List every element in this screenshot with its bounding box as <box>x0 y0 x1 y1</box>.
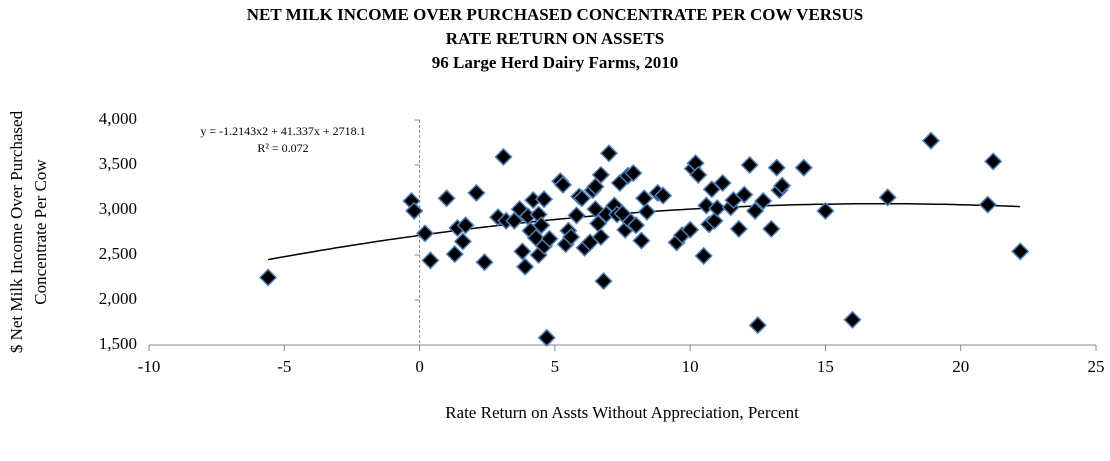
data-point <box>754 191 773 211</box>
data-point <box>681 220 700 239</box>
equation-box <box>160 123 406 159</box>
y-tick-label: 4,000 <box>99 109 137 128</box>
x-tick-label: 10 <box>682 357 699 376</box>
data-point <box>654 186 673 205</box>
data-point <box>689 165 708 184</box>
data-point <box>445 245 464 264</box>
data-point <box>878 188 897 207</box>
x-tick-label: 15 <box>817 357 834 376</box>
trendline-equation: y = -1.2143x2 + 41.337x + 2718.1 <box>200 124 365 138</box>
data-point <box>594 272 613 291</box>
x-tick-label: 0 <box>415 357 424 376</box>
data-point <box>437 189 456 208</box>
data-point <box>748 316 767 335</box>
data-point <box>735 185 754 204</box>
data-point <box>843 310 862 329</box>
data-point <box>816 201 835 220</box>
y-axis-label: Concentrate Per Cow <box>31 159 50 305</box>
data-point <box>467 183 486 202</box>
data-point <box>702 180 721 199</box>
y-tick-label: 2,500 <box>99 244 137 263</box>
data-point <box>258 268 278 287</box>
data-point <box>794 158 813 177</box>
data-point <box>740 155 759 175</box>
data-point <box>537 328 556 347</box>
x-axis-label: Rate Return on Assts Without Appreciatio… <box>445 403 799 422</box>
data-point <box>694 246 713 265</box>
data-point <box>921 131 941 150</box>
x-tick-label: 25 <box>1088 357 1105 376</box>
data-point <box>572 189 591 208</box>
data-point <box>453 232 472 251</box>
data-point <box>586 200 605 219</box>
data-point <box>637 202 656 221</box>
y-tick-label: 1,500 <box>99 334 137 353</box>
chart-title: RATE RETURN ON ASSETS <box>446 29 664 48</box>
x-tick-label: 5 <box>551 357 560 376</box>
data-point <box>505 211 524 230</box>
y-tick-label: 2,000 <box>99 289 137 308</box>
y-axis-label: $ Net Milk Income Over Purchased <box>7 110 26 353</box>
data-point <box>626 216 646 235</box>
y-tick-label: 3,500 <box>99 154 137 173</box>
data-point <box>767 158 786 177</box>
data-point <box>567 206 586 225</box>
data-point <box>405 201 424 220</box>
data-point <box>475 253 494 272</box>
data-point <box>1011 242 1030 261</box>
data-point <box>591 227 610 247</box>
chart-subtitle: 96 Large Herd Dairy Farms, 2010 <box>432 53 678 72</box>
data-point <box>708 199 727 218</box>
data-point <box>513 242 532 261</box>
x-tick-label: -5 <box>277 357 291 376</box>
data-point <box>494 147 513 166</box>
data-point <box>632 231 651 250</box>
data-point <box>532 216 551 235</box>
trendline-r2: R² = 0.072 <box>257 141 308 155</box>
data-point <box>586 177 605 196</box>
data-point <box>599 144 619 163</box>
data-point <box>540 229 559 248</box>
data-point <box>516 257 535 276</box>
x-tick-label: 20 <box>952 357 969 376</box>
data-point <box>421 251 440 270</box>
data-point <box>534 190 554 209</box>
data-point <box>762 219 781 238</box>
data-point <box>415 224 435 243</box>
data-point <box>984 152 1003 171</box>
data-point <box>553 175 573 194</box>
data-point <box>591 165 610 184</box>
data-point <box>562 227 581 247</box>
x-tick-label: -10 <box>138 357 161 376</box>
data-point <box>729 219 748 238</box>
data-point <box>746 201 765 220</box>
data-point <box>624 164 643 183</box>
data-point <box>713 173 732 193</box>
data-point <box>456 216 475 235</box>
data-point <box>773 176 792 195</box>
chart-title: NET MILK INCOME OVER PURCHASED CONCENTRA… <box>247 5 864 24</box>
y-tick-label: 3,000 <box>99 199 137 218</box>
data-point <box>978 195 997 214</box>
data-point <box>705 211 724 230</box>
